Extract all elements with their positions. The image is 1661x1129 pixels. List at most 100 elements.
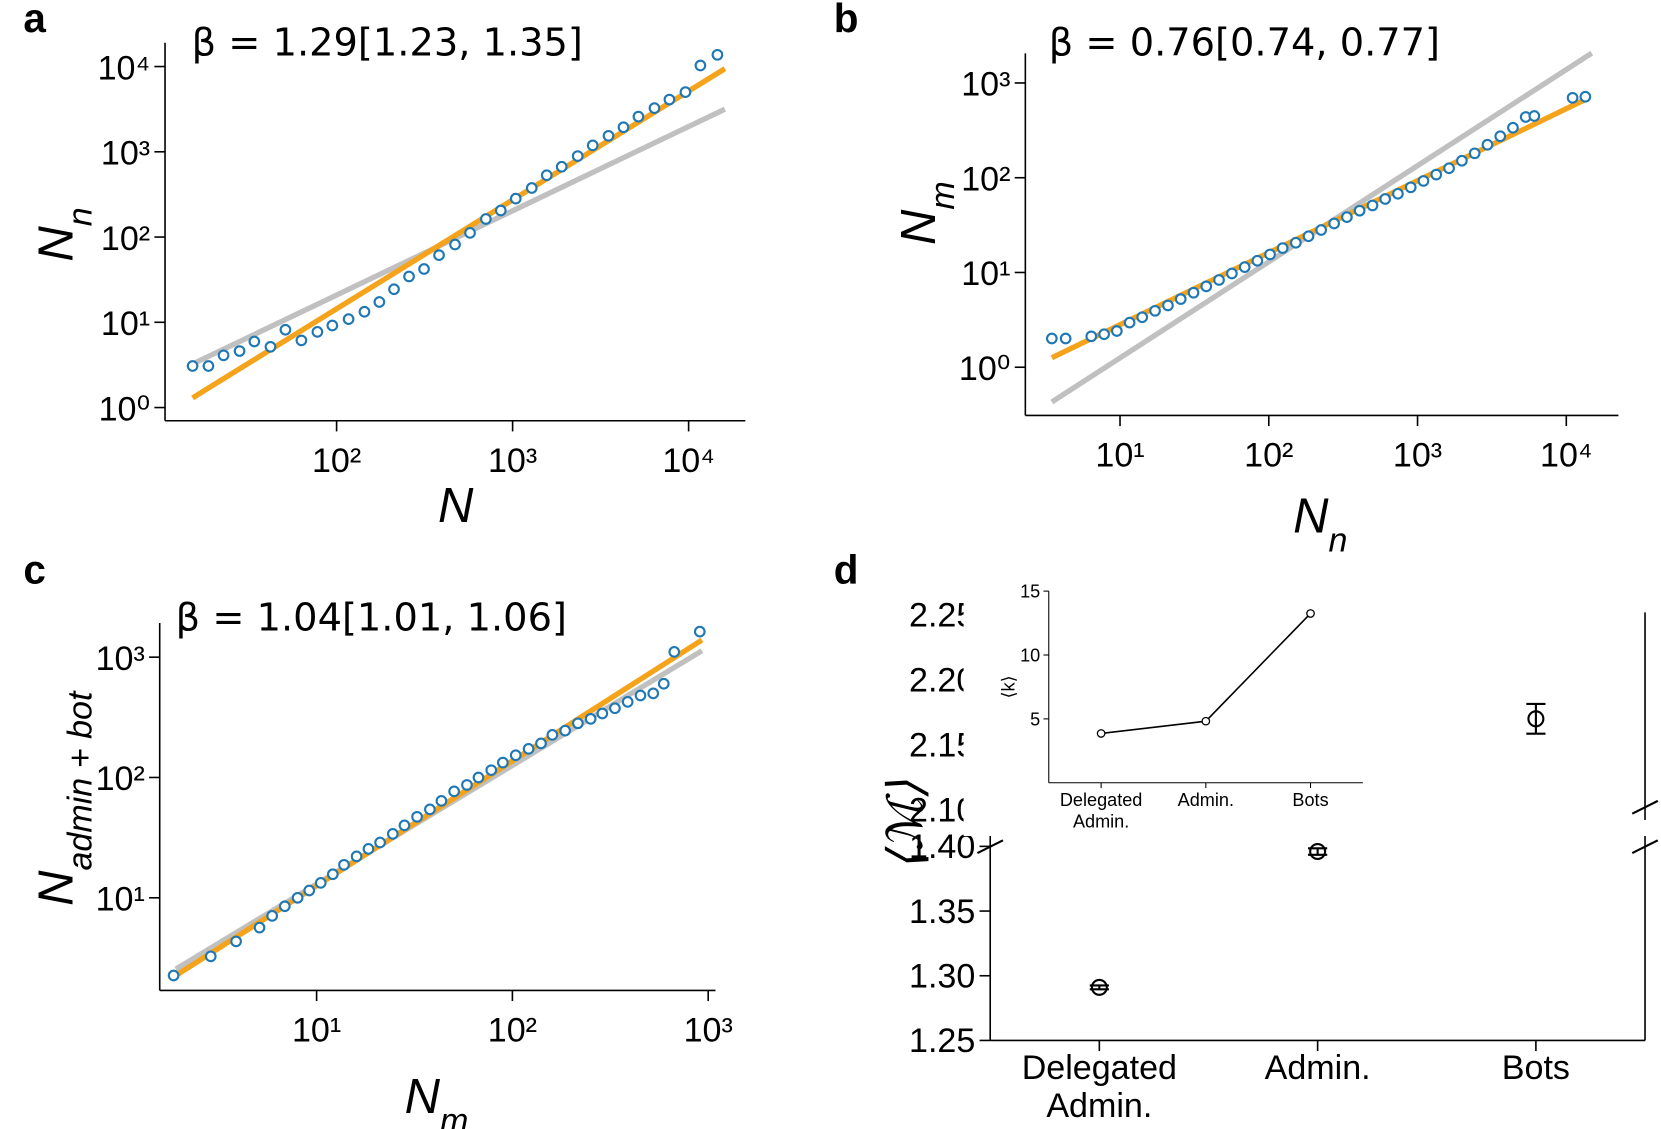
data-point bbox=[326, 868, 339, 881]
axis-label-sub: admin + bot bbox=[61, 690, 99, 870]
annotation: β = 1.04[1.01, 1.06] bbox=[176, 596, 567, 641]
y-tick-label: 10⁰ bbox=[959, 350, 1011, 388]
y-tick-label: 10² bbox=[961, 160, 1010, 198]
data-point bbox=[279, 323, 292, 336]
y-tick-label: 15 bbox=[1020, 582, 1040, 602]
data-point bbox=[494, 204, 507, 217]
data-point bbox=[1276, 242, 1289, 254]
data-point bbox=[711, 48, 724, 61]
data-point bbox=[694, 59, 707, 72]
axis-label: Nn bbox=[1293, 490, 1347, 560]
data-point bbox=[358, 305, 371, 318]
data-point bbox=[204, 950, 217, 963]
data-point bbox=[386, 827, 399, 840]
axis-label: Nm bbox=[405, 1070, 469, 1129]
data-point bbox=[1162, 299, 1174, 312]
data-point bbox=[230, 935, 242, 948]
y-tick-label: 10⁰ bbox=[99, 390, 151, 428]
y-tick-label: 10³ bbox=[101, 135, 150, 173]
data-point bbox=[411, 810, 423, 823]
axis-label-main: N bbox=[892, 209, 946, 245]
data-point bbox=[535, 737, 547, 750]
data-point bbox=[586, 139, 599, 152]
x-tick-label: Admin. bbox=[1046, 1087, 1152, 1125]
data-point bbox=[525, 182, 538, 194]
data-point bbox=[314, 877, 327, 889]
data-point bbox=[571, 150, 584, 162]
data-point bbox=[435, 795, 448, 807]
axis-label-main: N bbox=[29, 226, 83, 262]
data-point bbox=[634, 689, 647, 702]
axis-label: Nn bbox=[29, 207, 99, 261]
x-tick-label: Admin. bbox=[1073, 811, 1129, 831]
data-point bbox=[1392, 187, 1404, 200]
data-point bbox=[217, 349, 230, 362]
data-point bbox=[647, 687, 660, 700]
data-point bbox=[424, 803, 436, 816]
y-tick-label: 10³ bbox=[96, 640, 145, 678]
y-tick-label: 10³ bbox=[961, 66, 1010, 104]
data-point bbox=[1507, 121, 1519, 134]
inset-background bbox=[963, 580, 1374, 837]
data-point bbox=[1328, 217, 1340, 230]
y-tick-label: 1.25 bbox=[909, 1022, 975, 1060]
data-point bbox=[602, 129, 615, 142]
axis-label-main: N bbox=[438, 479, 474, 533]
data-point bbox=[362, 843, 375, 855]
data-point bbox=[621, 696, 634, 708]
x-tick-label: 10² bbox=[312, 442, 361, 480]
data-point bbox=[472, 771, 485, 784]
axis-label-main: N bbox=[1293, 490, 1329, 544]
data-point bbox=[657, 677, 670, 690]
data-point bbox=[374, 836, 386, 849]
x-tick-label: 10¹ bbox=[292, 1012, 341, 1050]
data-point bbox=[326, 319, 339, 332]
axis-label-sub: m bbox=[440, 1102, 468, 1129]
data-point bbox=[1096, 729, 1106, 738]
data-point bbox=[433, 249, 445, 262]
data-point bbox=[418, 263, 430, 275]
data-point bbox=[1443, 162, 1455, 175]
x-tick-label: Admin. bbox=[1178, 790, 1234, 810]
data-point bbox=[202, 360, 215, 372]
data-point bbox=[1187, 286, 1200, 299]
x-tick-label: Bots bbox=[1292, 790, 1328, 810]
y-tick-label: 10² bbox=[96, 760, 145, 798]
data-point bbox=[522, 742, 535, 755]
x-tick-label: Admin. bbox=[1265, 1049, 1371, 1087]
data-point bbox=[509, 749, 522, 762]
x-tick-label: 10¹ bbox=[1095, 437, 1144, 475]
data-point bbox=[485, 764, 498, 777]
x-tick-label: 10³ bbox=[488, 442, 537, 480]
data-point bbox=[1306, 609, 1315, 618]
panel-letter: b bbox=[834, 0, 859, 41]
data-point bbox=[186, 360, 199, 372]
axis-label-main: N bbox=[405, 1070, 441, 1124]
data-point bbox=[1090, 978, 1108, 996]
data-point bbox=[1430, 168, 1443, 181]
data-point bbox=[1251, 254, 1264, 267]
y-tick-label: 1.35 bbox=[909, 893, 975, 931]
data-point bbox=[1289, 236, 1302, 249]
data-point bbox=[1226, 267, 1238, 280]
panel-letter: a bbox=[23, 0, 46, 41]
axis-label: Nadmin + bot bbox=[29, 690, 99, 906]
data-point bbox=[1468, 147, 1481, 160]
panel-letter: c bbox=[23, 547, 46, 593]
data-point bbox=[311, 326, 324, 338]
data-point bbox=[648, 102, 661, 114]
data-point bbox=[1045, 332, 1058, 345]
data-point bbox=[350, 850, 363, 863]
data-point bbox=[448, 785, 460, 798]
data-point bbox=[1136, 311, 1149, 324]
data-point bbox=[1527, 710, 1545, 728]
x-tick-label: Delegated bbox=[1060, 790, 1143, 810]
axis-label-sub: n bbox=[1328, 522, 1347, 560]
data-point bbox=[693, 625, 706, 638]
annotation: β = 0.76[0.74, 0.77] bbox=[1049, 21, 1440, 66]
data-point bbox=[233, 345, 246, 357]
data-point bbox=[1200, 280, 1213, 293]
data-point bbox=[449, 238, 461, 251]
data-point bbox=[253, 921, 266, 934]
data-point bbox=[1085, 330, 1098, 343]
